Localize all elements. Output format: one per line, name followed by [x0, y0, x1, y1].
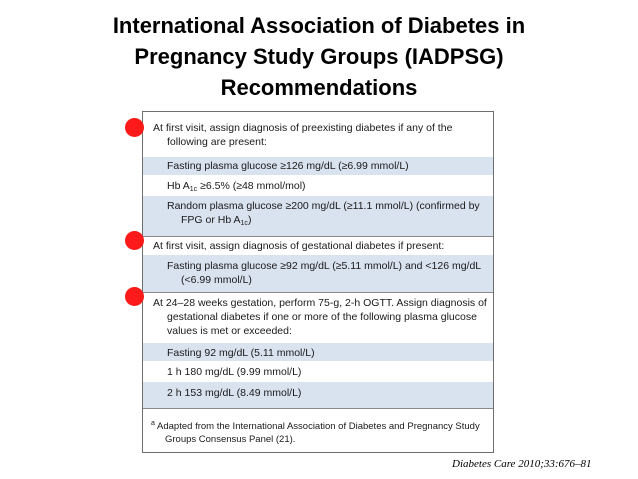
title-line-1: International Association of Diabetes in [112, 13, 526, 38]
criterion-row: Hb A1c ≥6.5% (≥48 mmol/mol) [143, 175, 493, 195]
criterion-post: ) [247, 214, 252, 226]
title-line-3: Recommendations [220, 75, 418, 100]
criterion-post: ≥6.5% (≥48 mmol/mol) [197, 180, 306, 192]
criterion-sub: 1c [189, 186, 198, 193]
recommendations-table: At first visit, assign diagnosis of pree… [142, 111, 494, 453]
title-line-2: Pregnancy Study Groups (IADPSG) [134, 44, 504, 69]
citation: Diabetes Care 2010;33:676–81 [452, 458, 592, 470]
section-header-text: At first visit, assign diagnosis of pree… [153, 122, 453, 148]
criterion-pre: Hb A [167, 180, 190, 192]
section-header-gestational-first-visit: At first visit, assign diagnosis of gest… [143, 236, 493, 254]
criterion-row: Fasting plasma glucose ≥92 mg/dL (≥5.11 … [143, 254, 493, 292]
criterion-text: Fasting 92 mg/dL (5.11 mmol/L) [167, 347, 315, 359]
criterion-text: 1 h 180 mg/dL (9.99 mmol/L) [167, 366, 302, 378]
section-header-text: At 24–28 weeks gestation, perform 75-g, … [153, 297, 487, 337]
section-header-ogtt: At 24–28 weeks gestation, perform 75-g, … [143, 292, 493, 342]
footnote-mark: a [151, 420, 155, 427]
red-bullet-icon [125, 118, 144, 137]
criterion-row: 1 h 180 mg/dL (9.99 mmol/L) [143, 361, 493, 381]
criterion-text: Fasting plasma glucose ≥92 mg/dL (≥5.11 … [167, 260, 481, 286]
red-bullet-icon [125, 287, 144, 306]
criterion-text: Fasting plasma glucose ≥126 mg/dL (≥6.99… [167, 160, 409, 172]
red-bullet-icon [125, 231, 144, 250]
criterion-pre: Random plasma glucose ≥200 mg/dL (≥11.1 … [167, 200, 480, 226]
criterion-text: 2 h 153 mg/dL (8.49 mmol/L) [167, 387, 302, 399]
table-footnote: a Adapted from the International Associa… [143, 408, 493, 452]
section-header-text: At first visit, assign diagnosis of gest… [153, 240, 445, 252]
slide-title: International Association of Diabetes in… [0, 10, 638, 103]
criterion-sub: 1c [240, 220, 248, 227]
section-header-preexisting: At first visit, assign diagnosis of pree… [143, 119, 493, 156]
criterion-row: Random plasma glucose ≥200 mg/dL (≥11.1 … [143, 195, 493, 236]
criterion-row: 2 h 153 mg/dL (8.49 mmol/L) [143, 381, 493, 408]
footnote-text: Adapted from the International Associati… [157, 421, 480, 446]
criterion-row: Fasting 92 mg/dL (5.11 mmol/L) [143, 342, 493, 361]
criterion-row: Fasting plasma glucose ≥126 mg/dL (≥6.99… [143, 156, 493, 175]
